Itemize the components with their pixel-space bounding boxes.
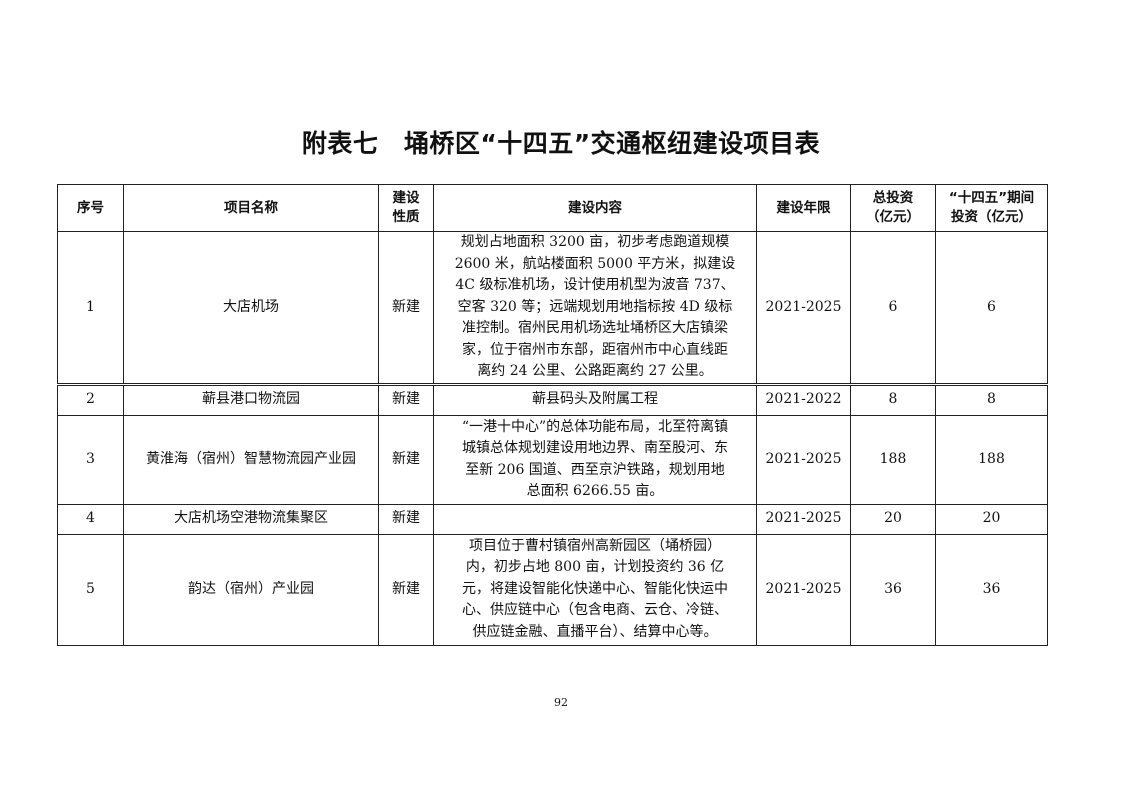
cell-years: 2021-2025 (756, 533, 851, 646)
header-name: 项目名称 (123, 184, 379, 232)
cell-no: 1 (57, 231, 124, 386)
content-line: 项目位于曹村镇宿州高新园区（埇桥园） (469, 537, 721, 554)
project-table: 序号 项目名称 建设性质 建设内容 建设年限 总投资（亿元） “十四五”期间 投资… (57, 184, 1048, 646)
table-row: 5 韵达（宿州）产业园 新建 项目位于曹村镇宿州高新园区（埇桥园） 内，初步占地 800… (57, 533, 1048, 646)
content-line: 家，位于宿州市东部，距宿州市中心直线距 (462, 341, 728, 358)
header-period: “十四五”期间 投资（亿元） (935, 184, 1048, 232)
header-no: 序号 (57, 184, 124, 232)
page-number: 92 (554, 696, 568, 709)
header-content: 建设内容 (433, 184, 757, 232)
content-line: 内，初步占地 800 亩，计划投资约 36 亿 (465, 559, 725, 576)
cell-name: 大店机场 (123, 231, 379, 386)
cell-years: 2021-2022 (756, 383, 851, 416)
content-line: “一港十中心”的总体功能布局，北至符离镇 (461, 418, 729, 435)
cell-name: 蕲县港口物流园 (123, 383, 379, 416)
cell-name: 黄淮海（宿州）智慧物流园产业园 (123, 414, 379, 505)
header-line: “十四五”期间 (948, 190, 1035, 206)
content-line: 元，将建设智能化快递中心、智能化快运中 (462, 580, 728, 597)
cell-nature: 新建 (378, 414, 434, 505)
content-line: 准控制。宿州民用机场选址埇桥区大店镇梁 (462, 320, 728, 336)
header-nature: 建设性质 (378, 184, 434, 232)
content-line: 蕲县码头及附属工程 (532, 391, 658, 408)
content-line: 供应链金融、直播平台）、结算中心等。 (472, 623, 718, 640)
cell-no: 4 (57, 503, 124, 535)
content-line: 总面积 6266.55 亩。 (526, 483, 664, 499)
cell-no: 5 (57, 533, 124, 646)
cell-years: 2021-2025 (756, 414, 851, 505)
cell-total: 36 (850, 533, 936, 646)
cell-content: 项目位于曹村镇宿州高新园区（埇桥园） 内，初步占地 800 亩，计划投资约 36 … (433, 533, 757, 646)
content-line: 4C 级标准机场，设计使用机型为波音 737、 (455, 277, 735, 293)
table-header-row: 序号 项目名称 建设性质 建设内容 建设年限 总投资（亿元） “十四五”期间 投资… (57, 184, 1048, 232)
header-total: 总投资（亿元） (850, 184, 936, 232)
cell-period: 20 (935, 503, 1048, 535)
content-line: 至新 206 国道、西至京沪铁路，规划用地 (465, 461, 725, 478)
content-line: 规划占地面积 3200 亩，初步考虑跑道规模 (460, 234, 730, 250)
table-row: 1 大店机场 新建 规划占地面积 3200 亩，初步考虑跑道规模 2600 米，航站楼面… (57, 231, 1048, 386)
cell-nature: 新建 (378, 533, 434, 646)
table-row: 3 黄淮海（宿州）智慧物流园产业园 新建 “一港十中心”的总体功能布局，北至符离镇 城镇… (57, 414, 1048, 505)
content-line: 心、供应链中心（包含电商、云仓、冷链、 (462, 602, 728, 619)
cell-nature: 新建 (378, 383, 434, 416)
cell-nature: 新建 (378, 503, 434, 535)
header-line: 投资（亿元） (951, 209, 1032, 225)
cell-period: 188 (935, 414, 1048, 505)
cell-period: 6 (935, 231, 1048, 386)
content-line: 城镇总体规划建设用地边界、南至股河、东 (462, 440, 728, 456)
cell-no: 2 (57, 383, 124, 416)
page-title: 附表七 埇桥区“十四五”交通枢纽建设项目表 (301, 129, 821, 158)
cell-content (433, 503, 757, 535)
cell-years: 2021-2025 (756, 231, 851, 386)
cell-total: 20 (850, 503, 936, 535)
cell-years: 2021-2025 (756, 503, 851, 535)
table-row: 2 蕲县港口物流园 新建 蕲县码头及附属工程 2021-2022 8 8 (57, 383, 1048, 416)
cell-nature: 新建 (378, 231, 434, 386)
content-line: 2600 米，航站楼面积 5000 平方米，拟建设 (454, 255, 736, 272)
cell-content: “一港十中心”的总体功能布局，北至符离镇 城镇总体规划建设用地边界、南至股河、东至… (433, 414, 757, 505)
content-line: 空客 320 等；远端规划用地指标按 4D 级标 (457, 298, 733, 315)
cell-period: 8 (935, 383, 1048, 416)
header-years: 建设年限 (756, 184, 851, 232)
cell-total: 188 (850, 414, 936, 505)
header-total-text: 总投资（亿元） (865, 190, 920, 225)
cell-period: 36 (935, 533, 1048, 646)
content-line: 离约 24 公里、公路距离约 27 公里。 (477, 363, 713, 379)
cell-total: 6 (850, 231, 936, 386)
cell-total: 8 (850, 383, 936, 416)
cell-no: 3 (57, 414, 124, 505)
cell-content: 规划占地面积 3200 亩，初步考虑跑道规模 2600 米，航站楼面积 5000 … (433, 231, 757, 386)
cell-name: 大店机场空港物流集聚区 (123, 503, 379, 535)
table-row: 4 大店机场空港物流集聚区 新建 2021-2025 20 20 (57, 503, 1048, 535)
cell-name: 韵达（宿州）产业园 (123, 533, 379, 646)
cell-content: 蕲县码头及附属工程 (433, 383, 757, 416)
header-nature-text: 建设性质 (392, 190, 420, 225)
